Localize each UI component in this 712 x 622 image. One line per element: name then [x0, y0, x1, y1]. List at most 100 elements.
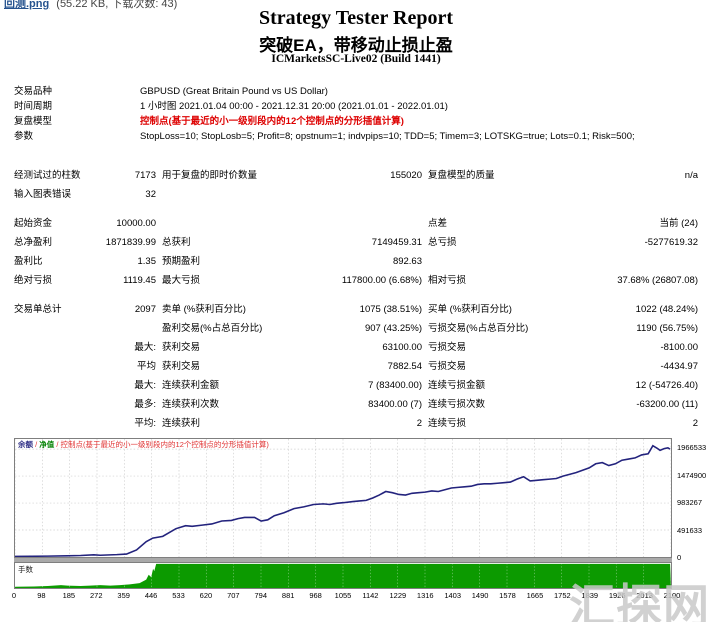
server-build-line: ICMarketsSC-Live02 (Build 1441) [271, 53, 441, 65]
stat-cell: 平均: [134, 418, 156, 429]
stat-cell: 37.68% (26807.08) [617, 275, 698, 286]
y-axis-label: 983267 [677, 498, 703, 508]
stat-cell: 连续获利金额 [162, 380, 220, 391]
stats-row: 盈利交易(%占总百分比) 907 (43.25%) 亏损交易(%占总百分比) 1190… [14, 319, 698, 338]
page-title: Strategy Tester Report [258, 7, 454, 29]
stat-cell: 7 (83400.00) [368, 380, 422, 391]
x-axis-label: 2100 [663, 591, 681, 600]
stat-cell: 用于复盘的即时价数量 [162, 170, 258, 181]
x-axis-label: 1490 [471, 591, 489, 600]
stat-cell: 经测试过的柱数 [14, 170, 81, 181]
stat-cell: 12 (-54726.40) [635, 380, 698, 391]
x-axis-label: 446 [144, 591, 158, 600]
x-axis-label: 2013 [636, 591, 653, 600]
stat-cell: 亏损交易 [428, 342, 467, 353]
x-axis-label: 1403 [444, 591, 461, 600]
stat-cell: 155020 [390, 170, 422, 181]
settings-row: 复盘模型 控制点(基于最近的小一级别段内的12个控制点的分形插值计算) [14, 114, 706, 129]
stat-cell: 亏损交易 [428, 361, 467, 372]
stat-cell: -4434.97 [660, 361, 698, 372]
x-axis-label: 1926 [608, 591, 626, 600]
ea-name-title: 突破EA，带移动止损止盈 [259, 36, 453, 55]
stat-cell: 起始资金 [14, 218, 53, 229]
x-axis-label: 968 [309, 591, 322, 600]
settings-table: 交易品种 GBPUSD (Great Britain Pound vs US Do… [14, 84, 706, 144]
setting-label: 参数 [14, 131, 34, 142]
lots-histogram-svg [15, 563, 671, 588]
stat-cell: 获利交易 [162, 342, 201, 353]
stat-cell: 2 [416, 418, 422, 429]
x-axis-label: 1752 [553, 591, 571, 600]
stat-cell: 盈利比 [14, 256, 43, 267]
stat-cell: 绝对亏损 [14, 275, 53, 286]
x-axis-label: 794 [254, 591, 268, 600]
stat-cell: 总获利 [162, 237, 191, 248]
stats-row: 最大: 获利交易 63100.00 亏损交易 -8100.00 [14, 338, 698, 357]
setting-label: 时间周期 [14, 101, 53, 112]
x-axis-label: 98 [37, 591, 46, 600]
y-axis-label: 1474900 [677, 470, 707, 480]
stat-cell: 平均 [136, 361, 156, 372]
legend-separator: / [33, 440, 40, 449]
setting-value: StopLoss=10; StopLosb=5; Profit=8; opstn… [140, 131, 635, 142]
stat-cell: 117800.00 (6.68%) [341, 275, 422, 286]
attachment-link[interactable]: 回测.png [4, 0, 50, 10]
setting-value: 1 小时图 2021.01.04 00:00 - 2021.12.31 20:0… [140, 101, 448, 112]
setting-label: 交易品种 [14, 86, 53, 97]
stat-cell: 连续亏损 [428, 418, 467, 429]
setting-value: GBPUSD (Great Britain Pound vs US Dollar… [140, 86, 328, 97]
stats-row: 平均 获利交易 7882.54 亏损交易 -4434.97 [14, 357, 698, 376]
stat-cell: 盈利交易(%占总百分比) [162, 323, 263, 334]
setting-label: 复盘模型 [14, 116, 53, 127]
lots-label: 手数 [18, 565, 33, 574]
chart-legend: 余额 / 净值 / 控制点(基于最近的小一级别段内的12个控制点的分形插值计算) [18, 440, 269, 449]
stat-cell: n/a [684, 170, 698, 181]
stat-cell: -63200.00 (11) [636, 399, 698, 410]
stat-cell: 10000.00 [116, 218, 156, 229]
stats-row: 总净盈利 1871839.99 总获利 7149459.31 总亏损 -5277619.3… [14, 233, 698, 252]
stat-cell: 1.35 [137, 256, 157, 267]
stat-cell: 总净盈利 [14, 237, 53, 248]
stats-section: 交易单总计 2097 卖单 (%获利百分比) 1075 (38.51%) 买单 (%获利… [14, 300, 698, 433]
attachment-meta: (55.22 KB, 下载次数: 43) [56, 0, 178, 10]
stat-cell: 连续亏损次数 [428, 399, 486, 410]
equity-curve-panel [14, 438, 672, 558]
stat-cell: 907 (43.25%) [364, 323, 422, 334]
setting-value: 控制点(基于最近的小一级别段内的12个控制点的分形插值计算) [140, 116, 404, 127]
stat-cell: 交易单总计 [14, 304, 62, 315]
x-axis-label: 1142 [362, 591, 379, 600]
stat-cell: 32 [145, 189, 156, 200]
stat-cell: 总亏损 [428, 237, 457, 248]
equity-curve-svg [15, 439, 671, 557]
legend-balance-label: 余额 [18, 440, 33, 449]
stat-cell: 预期盈利 [162, 256, 201, 267]
stat-cell: 83400.00 (7) [368, 399, 422, 410]
stat-cell: 7882.54 [387, 361, 422, 372]
stats-row: 起始资金 10000.00 点差 当前 (24) [14, 214, 698, 233]
stats-row: 经测试过的柱数 7173 用于复盘的即时价数量 155020 复盘模型的质量 n/a [14, 166, 698, 185]
stat-cell: 1119.45 [123, 275, 156, 286]
x-axis-label: 1578 [499, 591, 516, 600]
stats-row: 最大: 连续获利金额 7 (83400.00) 连续亏损金额 12 (-54726.40… [14, 376, 698, 395]
x-axis-label: 707 [227, 591, 240, 600]
stat-cell: 最大: [134, 342, 156, 353]
stat-cell: 最大: [134, 380, 156, 391]
panel-divider [14, 558, 672, 562]
stat-cell: 1871839.99 [105, 237, 156, 248]
stat-cell: 连续获利 [162, 418, 201, 429]
legend-model-label: 控制点(基于最近的小一级别段内的12个控制点的分形插值计算) [60, 440, 269, 449]
stat-cell: 2097 [134, 304, 156, 315]
stats-sections: 经测试过的柱数 7173 用于复盘的即时价数量 155020 复盘模型的质量 n/a 输入图… [14, 166, 698, 443]
legend-separator: / [54, 440, 61, 449]
stat-cell: 点差 [428, 218, 448, 229]
stat-cell: 7149459.31 [371, 237, 422, 248]
x-axis-label: 881 [281, 591, 295, 600]
stat-cell: -5277619.32 [644, 237, 698, 248]
stat-cell: 当前 (24) [659, 218, 698, 229]
stat-cell: -8100.00 [660, 342, 698, 353]
x-axis-label: 1055 [334, 591, 352, 600]
attachment-line: 回测.png (55.22 KB, 下载次数: 43) [4, 0, 177, 11]
stat-cell: 相对亏损 [428, 275, 467, 286]
stat-cell: 1190 (56.75%) [636, 323, 698, 334]
